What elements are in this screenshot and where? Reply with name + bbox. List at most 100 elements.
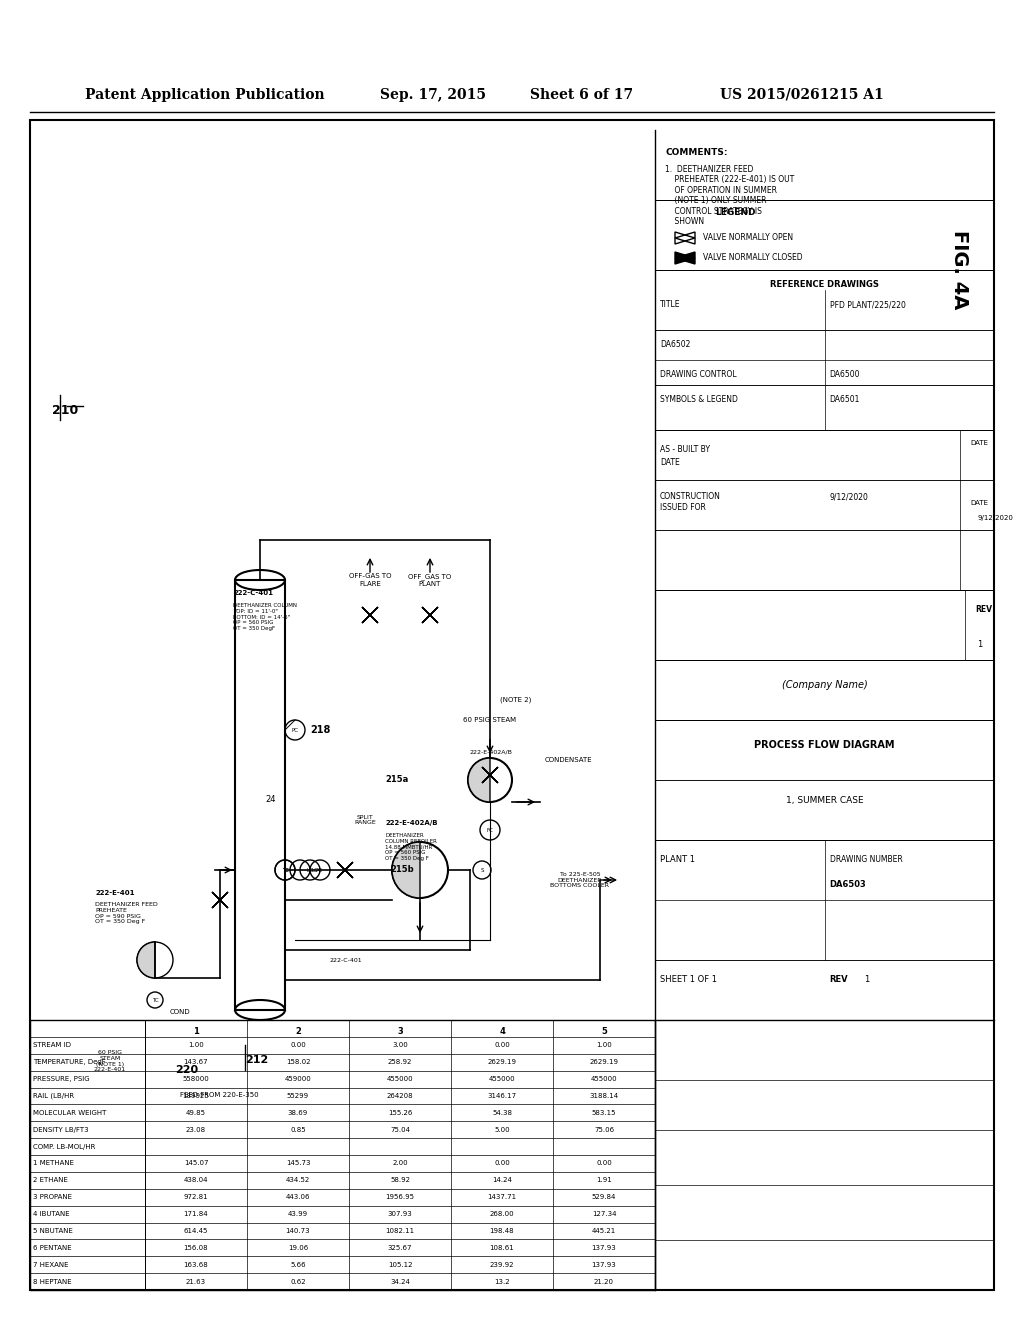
Text: 6 PENTANE: 6 PENTANE [33,1245,72,1251]
Text: 108.61: 108.61 [489,1245,514,1251]
Text: 105.12: 105.12 [388,1262,413,1267]
Text: 54.38: 54.38 [492,1110,512,1115]
Text: PROCESS FLOW DIAGRAM: PROCESS FLOW DIAGRAM [755,741,895,750]
Text: PLANT 1: PLANT 1 [660,855,695,865]
Text: SYMBOLS & LEGEND: SYMBOLS & LEGEND [660,395,738,404]
Text: 1.  DEETHANIZER FEED
    PREHEATER (222-E-401) IS OUT
    OF OPERATION IN SUMMER: 1. DEETHANIZER FEED PREHEATER (222-E-401… [665,165,795,226]
Text: 143.67: 143.67 [183,1059,208,1065]
Text: Sheet 6 of 17: Sheet 6 of 17 [530,88,633,102]
Text: 325.67: 325.67 [388,1245,413,1251]
Text: 2.00: 2.00 [392,1160,408,1167]
Text: SPLIT
RANGE: SPLIT RANGE [354,814,376,825]
Text: TITLE: TITLE [660,300,681,309]
Text: 7 HEXANE: 7 HEXANE [33,1262,69,1267]
Text: AE: AE [316,867,324,873]
Text: 14.24: 14.24 [493,1177,512,1183]
Text: 3188.14: 3188.14 [590,1093,618,1100]
Text: 4 IBUTANE: 4 IBUTANE [33,1210,70,1217]
Bar [30,1020,655,1290]
Text: 1956.95: 1956.95 [385,1195,415,1200]
Text: 163.68: 163.68 [183,1262,208,1267]
Text: 0.00: 0.00 [290,1043,306,1048]
Polygon shape [337,862,353,878]
Text: 443.06: 443.06 [286,1195,310,1200]
Text: DATE: DATE [970,500,988,506]
Text: 438.04: 438.04 [183,1177,208,1183]
Text: 0.62: 0.62 [290,1279,306,1284]
Text: AS - BUILT BY: AS - BUILT BY [660,445,710,454]
Text: DA6502: DA6502 [660,341,690,348]
Text: 1, SUMMER CASE: 1, SUMMER CASE [785,796,863,804]
Text: 268.00: 268.00 [489,1210,514,1217]
Text: 459000: 459000 [285,1076,311,1082]
Text: DEETHANIZER COLUMN
TOP: ID = 11'-0"
BOTTOM: ID = 14'-6"
OP = 560 PSIG
OT = 350 D: DEETHANIZER COLUMN TOP: ID = 11'-0" BOTT… [233,603,297,631]
Text: DA6501: DA6501 [829,395,860,404]
Text: DEETHANIZER
COLUMN REBOILER
14.88 MMBTU/HR
OP = 560 PSIG
OT = 350 Deg F: DEETHANIZER COLUMN REBOILER 14.88 MMBTU/… [385,833,437,861]
Text: 222-C-401: 222-C-401 [233,590,273,597]
Text: 218: 218 [310,725,331,735]
Text: 972.81: 972.81 [183,1195,208,1200]
Text: 34.24: 34.24 [390,1279,410,1284]
Text: 9/12/2020: 9/12/2020 [829,492,868,502]
Text: 1: 1 [194,1027,199,1036]
Polygon shape [675,252,695,264]
Text: 43.99: 43.99 [288,1210,308,1217]
Text: 558000: 558000 [182,1076,209,1082]
Text: LC: LC [311,867,318,873]
Text: 0.85: 0.85 [290,1127,306,1133]
Text: 220: 220 [175,1065,198,1074]
Text: 222-E-402A/B: 222-E-402A/B [385,820,437,826]
Text: DA6503: DA6503 [829,880,866,888]
Text: ISSUED FOR: ISSUED FOR [660,503,706,512]
Text: DENSITY LB/FT3: DENSITY LB/FT3 [33,1127,89,1133]
Polygon shape [422,607,438,623]
Polygon shape [337,862,353,878]
Text: REV: REV [829,975,848,983]
Text: TEMPERATURE, DegF: TEMPERATURE, DegF [33,1059,105,1065]
Text: 212: 212 [245,1055,268,1065]
Text: 0.00: 0.00 [495,1043,510,1048]
Text: 307.93: 307.93 [388,1210,413,1217]
Text: 3146.17: 3146.17 [487,1093,516,1100]
Text: DATE: DATE [970,440,988,446]
Text: LC: LC [306,867,313,873]
Text: 8 HEPTANE: 8 HEPTANE [33,1279,72,1284]
Text: 158.02: 158.02 [286,1059,310,1065]
Text: 239.92: 239.92 [489,1262,514,1267]
Text: SHEET 1 OF 1: SHEET 1 OF 1 [660,975,717,983]
Text: 455000: 455000 [591,1076,617,1082]
Text: 58.92: 58.92 [390,1177,410,1183]
Text: 0.00: 0.00 [596,1160,612,1167]
Text: 3: 3 [397,1027,402,1036]
Text: DRAWING CONTROL: DRAWING CONTROL [660,370,736,379]
Text: 1: 1 [977,640,982,649]
Text: 9/12/2020: 9/12/2020 [978,515,1014,521]
Text: 210: 210 [52,404,78,417]
Text: (Company Name): (Company Name) [781,680,867,690]
Text: COMMENTS:: COMMENTS: [665,148,727,157]
Text: 222-E-401: 222-E-401 [95,890,134,896]
Text: 455000: 455000 [387,1076,414,1082]
Text: 1 METHANE: 1 METHANE [33,1160,74,1167]
Text: 140.73: 140.73 [286,1228,310,1234]
Text: 1.00: 1.00 [188,1043,204,1048]
Wedge shape [137,942,155,978]
Text: 21.63: 21.63 [186,1279,206,1284]
Text: 55299: 55299 [287,1093,309,1100]
Text: 583.15: 583.15 [592,1110,616,1115]
Text: 2629.19: 2629.19 [590,1059,618,1065]
Text: PC: PC [292,727,299,733]
Text: Patent Application Publication: Patent Application Publication [85,88,325,102]
Text: COND: COND [170,1008,190,1015]
Text: DRAWING NUMBER: DRAWING NUMBER [829,855,902,865]
Text: 215b: 215b [390,866,414,874]
Text: 4: 4 [499,1027,505,1036]
Text: 3 PROPANE: 3 PROPANE [33,1195,72,1200]
Text: RAIL (LB/HR: RAIL (LB/HR [33,1093,74,1100]
Text: 13.2: 13.2 [495,1279,510,1284]
Text: 156.08: 156.08 [183,1245,208,1251]
Text: REV: REV [975,605,992,614]
Text: 445.21: 445.21 [592,1228,616,1234]
Text: 1.91: 1.91 [596,1177,612,1183]
Text: 137.93: 137.93 [592,1245,616,1251]
